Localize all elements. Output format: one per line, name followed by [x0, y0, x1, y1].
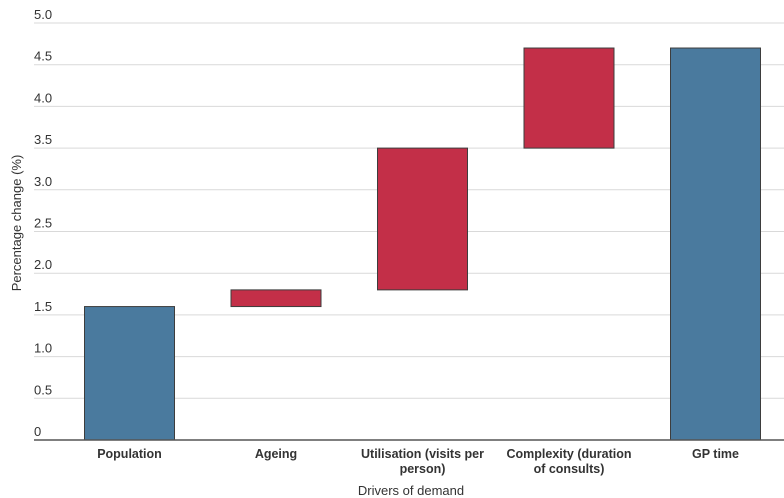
x-category-labels: Population Ageing Utilisation (visits per p…: [97, 447, 739, 476]
y-tick-label: 1.0: [34, 341, 52, 356]
bar-total: [84, 306, 175, 441]
y-axis-title: Percentage change (%): [9, 155, 24, 292]
y-tick-labels: 0 0.5 1.0 1.5 2.0 2.5 3.0 3.5 4.0 4.5 5.0: [34, 7, 52, 439]
x-category-label: Population: [97, 447, 162, 461]
y-tick-label: 5.0: [34, 7, 52, 22]
y-tick-label: 1.5: [34, 299, 52, 314]
x-category-label: Complexity (duration of consults): [506, 447, 631, 476]
x-category-label: Ageing: [255, 447, 297, 461]
y-tick-label: 0: [34, 424, 41, 439]
x-axis-title: Drivers of demand: [358, 483, 464, 498]
bar-total: [670, 47, 761, 441]
y-tick-label: 0.5: [34, 382, 52, 397]
y-tick-label: 4.0: [34, 90, 52, 105]
y-tick-label: 3.0: [34, 174, 52, 189]
x-category-label: GP time: [692, 447, 739, 461]
x-category-label: Utilisation (visits per person): [361, 447, 484, 476]
bar-increase: [523, 47, 615, 149]
bar-increase: [377, 147, 468, 291]
bar-increase: [230, 289, 322, 308]
y-tick-label: 2.0: [34, 257, 52, 272]
bars: [84, 47, 761, 441]
y-tick-label: 2.5: [34, 216, 52, 231]
y-tick-label: 4.5: [34, 49, 52, 64]
y-tick-label: 3.5: [34, 132, 52, 147]
